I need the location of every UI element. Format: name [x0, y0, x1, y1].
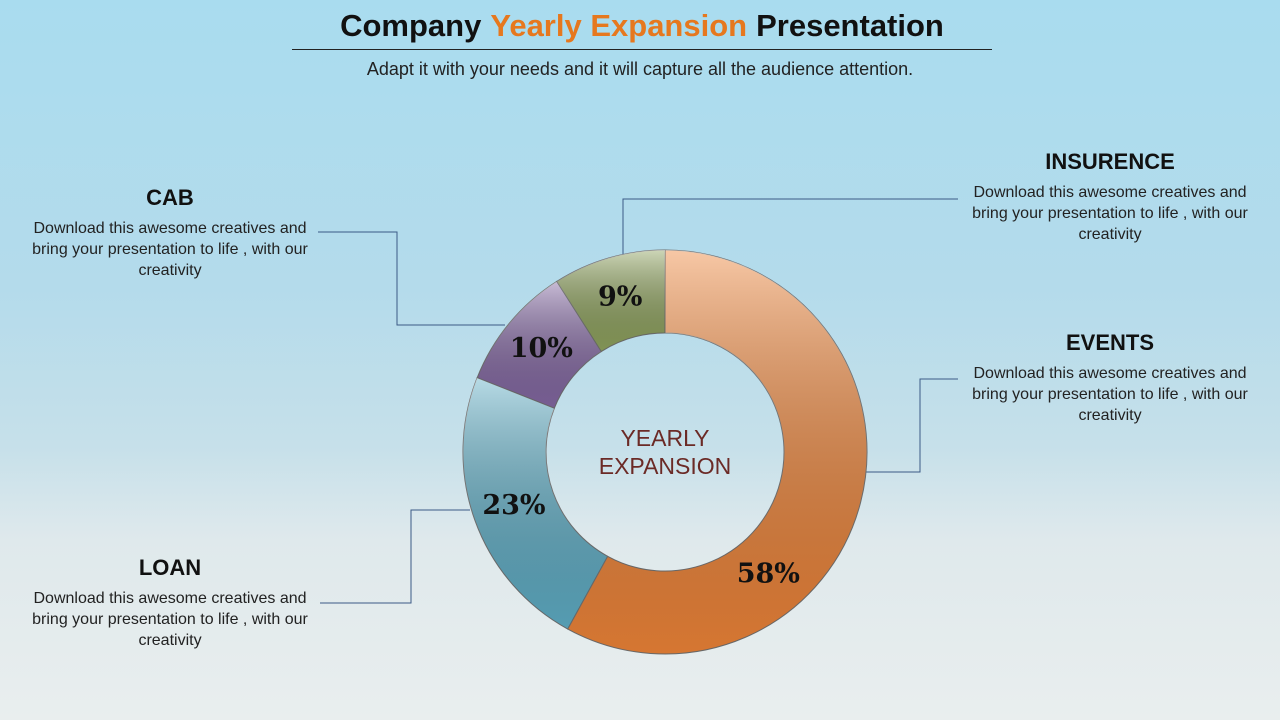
segment-shade [463, 377, 608, 630]
category-heading: EVENTS [1065, 330, 1155, 355]
value-label: 58% [737, 558, 800, 589]
category-description: Download this awesome creatives and brin… [32, 220, 308, 279]
title-rule [292, 49, 992, 50]
callout: CAB Download this awesome creatives and b… [25, 185, 315, 281]
category-heading: CAB [146, 185, 194, 210]
category-description: Download this awesome creatives and brin… [32, 590, 308, 649]
category-heading: INSURENCE [1045, 149, 1175, 174]
segment-shade [477, 281, 602, 409]
subtitle: Adapt it with your needs and it will cap… [366, 59, 914, 79]
title-highlight: Yearly Expansion [490, 8, 748, 43]
callout-line [318, 231, 505, 326]
callout: INSURENCE Download this awesome creatives… [965, 149, 1255, 245]
title: Company Yearly Expansion Presentation [292, 8, 992, 44]
value-label: 23% [482, 490, 545, 521]
callout-line [866, 378, 958, 473]
donut: 58% 23% 10% 9% [462, 249, 868, 655]
category-heading: LOAN [138, 555, 202, 580]
callout-lines [318, 198, 958, 604]
segment-shade [556, 250, 665, 352]
callout-line [622, 198, 958, 255]
value-label: 9% [598, 281, 642, 312]
segment-shade [567, 250, 867, 654]
callout: LOAN Download this awesome creatives and … [25, 555, 315, 651]
category-description: Download this awesome creatives and brin… [972, 365, 1248, 424]
title-part: Presentation [756, 8, 944, 43]
center-label: YEARLY EXPANSION [598, 425, 732, 479]
title-part: Company [340, 8, 482, 43]
callout-line [320, 509, 470, 604]
category-description: Download this awesome creatives and brin… [972, 184, 1248, 243]
callout: EVENTS Download this awesome creatives an… [965, 330, 1255, 426]
value-label: 10% [510, 333, 573, 364]
